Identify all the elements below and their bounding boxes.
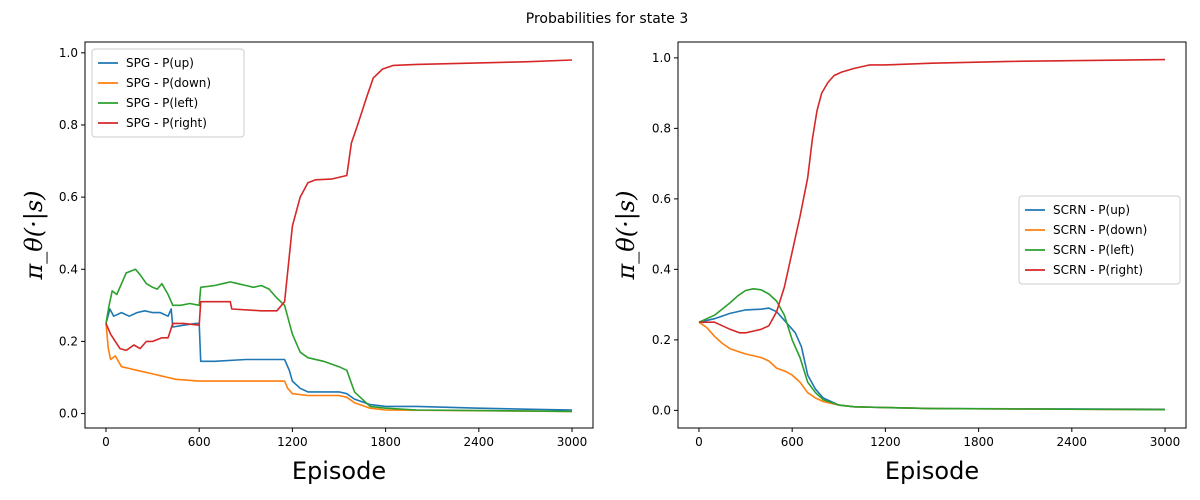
right-plot: 0 600 1200 1800 2400 3000 0.0 0.2 0.4 0.6 0.8 1.0 Ep…: [612, 41, 1187, 485]
y-tick-label: 1.0: [59, 46, 78, 60]
y-tick-label: 0.2: [652, 333, 671, 347]
legend-entry: SPG - P(left): [126, 96, 198, 110]
legend-entry: SPG - P(down): [126, 76, 211, 90]
x-tick-label: 1200: [277, 435, 308, 449]
legend-box: [91, 48, 245, 138]
y-tick-label: 0.8: [59, 118, 78, 132]
x-axis-label: Episode: [292, 457, 386, 485]
plot-lines: [698, 58, 1166, 411]
y-tick-label: 0.4: [652, 262, 671, 276]
legend: SPG - P(up) SPG - P(down) SPG - P(left) SPG…: [91, 48, 245, 138]
y-tick-label: 0.4: [59, 262, 78, 276]
x-tick-label: 600: [188, 435, 211, 449]
x-tick-label: 2400: [464, 435, 495, 449]
legend-entry: SCRN - P(right): [1053, 263, 1143, 277]
plot-lines: [105, 59, 573, 413]
y-tick-label: 1.0: [652, 51, 671, 65]
x-axis-label: Episode: [885, 457, 979, 485]
axes-frame: [677, 41, 1187, 429]
x-tick-label: 0: [102, 435, 110, 449]
legend-entry: SPG - P(up): [126, 56, 194, 70]
y-tick-label: 0.6: [59, 190, 78, 204]
left-plot: 0 600 1200 1800 2400 3000 0.0 0.2 0.4 0.6 0.8 1.0 Ep…: [20, 41, 594, 485]
series-line-3: [698, 288, 1166, 411]
y-tick-label: 0.8: [652, 121, 671, 135]
legend-entry: SCRN - P(up): [1053, 203, 1130, 217]
legend-entry: SPG - P(right): [126, 116, 207, 130]
y-tick-label: 0.0: [652, 403, 671, 417]
series-line-4: [105, 59, 573, 352]
x-tick-label: 3000: [1150, 435, 1181, 449]
series-line-1: [105, 308, 573, 411]
x-tick-label: 3000: [557, 435, 588, 449]
y-tick-label: 0.6: [652, 192, 671, 206]
axes-frame: [84, 41, 594, 429]
x-tick-label: 1800: [370, 435, 401, 449]
series-line-1: [698, 307, 1166, 411]
legend-entry: SCRN - P(down): [1053, 223, 1147, 237]
series-line-2: [698, 321, 1166, 411]
x-tick-label: 1800: [963, 435, 994, 449]
figure-title: Probabilities for state 3: [526, 11, 689, 27]
y-axis-label: π_θ(·|s): [612, 191, 641, 281]
series-line-4: [699, 58, 1166, 334]
x-tick-label: 600: [781, 435, 804, 449]
y-tick-label: 0.0: [59, 407, 78, 421]
legend-entry: SCRN - P(left): [1053, 243, 1134, 257]
y-tick-label: 0.2: [59, 334, 78, 348]
legend: SCRN - P(up) SCRN - P(down) SCRN - P(left)…: [1018, 195, 1181, 285]
legend-box: [1018, 195, 1181, 285]
series-line-3: [105, 268, 573, 413]
x-tick-label: 1200: [870, 435, 901, 449]
x-tick-label: 0: [695, 435, 703, 449]
series-line-2: [105, 323, 573, 413]
y-axis-label: π_θ(·|s): [20, 191, 49, 281]
x-tick-label: 2400: [1057, 435, 1088, 449]
